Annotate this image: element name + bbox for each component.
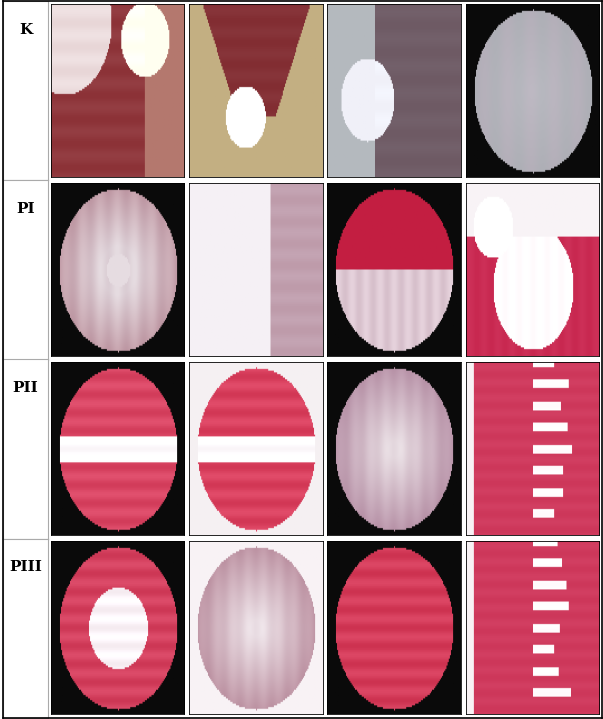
- Text: PI: PI: [16, 202, 35, 216]
- Text: PII: PII: [13, 381, 39, 395]
- Text: K: K: [19, 23, 32, 37]
- Text: PIII: PIII: [9, 560, 42, 574]
